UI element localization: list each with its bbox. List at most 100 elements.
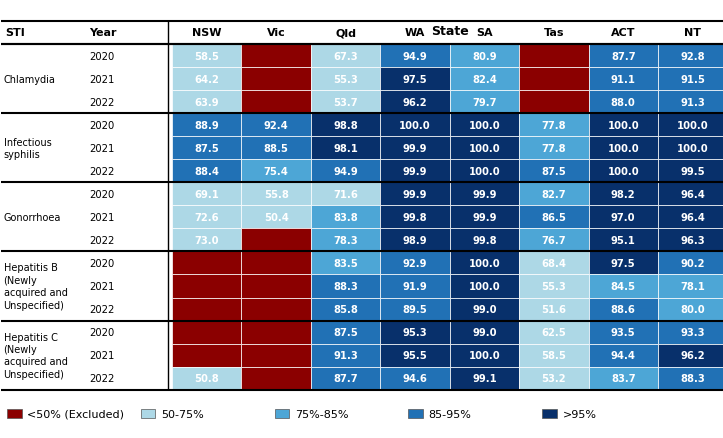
Bar (275, 410, 289, 418)
Bar (658, 252, 723, 275)
Bar (589, 91, 658, 114)
Bar (172, 183, 241, 206)
Bar (450, 344, 519, 367)
Bar (450, 45, 519, 68)
Text: 2021: 2021 (89, 350, 114, 360)
Bar (450, 183, 519, 206)
Text: 58.5: 58.5 (542, 350, 566, 360)
Text: ACT: ACT (611, 28, 636, 39)
Text: 92.8: 92.8 (680, 51, 705, 61)
Bar (311, 183, 380, 206)
Bar (450, 137, 519, 160)
Text: 79.7: 79.7 (472, 97, 497, 107)
Text: 85.8: 85.8 (333, 304, 358, 314)
Bar (380, 321, 450, 344)
Text: 100.0: 100.0 (469, 258, 500, 268)
Text: 99.1: 99.1 (472, 373, 497, 383)
Bar (408, 410, 423, 418)
Bar (380, 298, 450, 321)
Text: 99.0: 99.0 (472, 327, 497, 337)
Bar (450, 367, 519, 390)
Text: 64.2: 64.2 (194, 74, 219, 85)
Text: Gonorrhoea: Gonorrhoea (4, 212, 61, 223)
Text: 58.5: 58.5 (194, 51, 219, 61)
Bar (241, 183, 311, 206)
Text: 99.9: 99.9 (472, 189, 497, 199)
Bar (450, 160, 519, 183)
Text: NT: NT (684, 28, 701, 39)
Bar (380, 344, 450, 367)
Bar (589, 321, 658, 344)
Text: 100.0: 100.0 (607, 120, 639, 131)
Text: 98.8: 98.8 (333, 120, 358, 131)
Bar (380, 275, 450, 298)
Bar (172, 206, 241, 229)
Bar (519, 321, 589, 344)
Text: 50.4: 50.4 (264, 212, 288, 223)
Bar (589, 137, 658, 160)
Text: 91.1: 91.1 (611, 74, 636, 85)
Text: 2020: 2020 (89, 51, 114, 61)
Text: 78.1: 78.1 (680, 281, 705, 291)
Bar (589, 275, 658, 298)
Text: 95.5: 95.5 (403, 350, 427, 360)
Bar (589, 206, 658, 229)
Bar (589, 183, 658, 206)
Text: 67.3: 67.3 (333, 51, 358, 61)
Bar (589, 298, 658, 321)
Text: 71.6: 71.6 (333, 189, 358, 199)
Bar (311, 367, 380, 390)
Bar (172, 344, 241, 367)
Text: 77.8: 77.8 (542, 120, 566, 131)
Bar (241, 275, 311, 298)
Text: SA: SA (476, 28, 492, 39)
Text: 96.4: 96.4 (680, 212, 705, 223)
Text: 100.0: 100.0 (399, 120, 431, 131)
Text: 68.4: 68.4 (542, 258, 566, 268)
Text: 94.9: 94.9 (333, 166, 358, 177)
Bar (380, 367, 450, 390)
Bar (241, 367, 311, 390)
Text: 97.0: 97.0 (611, 212, 636, 223)
Text: 100.0: 100.0 (607, 166, 639, 177)
Bar (172, 45, 241, 68)
Bar (241, 91, 311, 114)
Bar (450, 298, 519, 321)
Bar (542, 410, 557, 418)
Bar (450, 321, 519, 344)
Bar (450, 206, 519, 229)
Text: STI: STI (5, 28, 25, 39)
Text: 55.3: 55.3 (542, 281, 566, 291)
Bar (519, 137, 589, 160)
Bar (519, 344, 589, 367)
Text: 99.9: 99.9 (403, 143, 427, 153)
Text: 88.4: 88.4 (194, 166, 219, 177)
Text: NSW: NSW (192, 28, 221, 39)
Bar (450, 91, 519, 114)
Text: 96.2: 96.2 (403, 97, 427, 107)
Bar (311, 68, 380, 91)
Bar (172, 275, 241, 298)
Bar (658, 91, 723, 114)
Text: 92.4: 92.4 (264, 120, 288, 131)
Text: 51.6: 51.6 (542, 304, 566, 314)
Text: 63.9: 63.9 (194, 97, 219, 107)
Text: Vic: Vic (267, 28, 286, 39)
Text: 2021: 2021 (89, 143, 114, 153)
Text: 100.0: 100.0 (607, 143, 639, 153)
Text: 2022: 2022 (89, 373, 114, 383)
Text: 2020: 2020 (89, 258, 114, 268)
Text: 55.8: 55.8 (264, 189, 288, 199)
Bar (241, 114, 311, 137)
Text: Tas: Tas (544, 28, 564, 39)
Bar (380, 160, 450, 183)
Text: 100.0: 100.0 (677, 143, 709, 153)
Text: 75%-85%: 75%-85% (295, 409, 348, 419)
Text: 88.5: 88.5 (264, 143, 288, 153)
Bar (380, 137, 450, 160)
Bar (380, 183, 450, 206)
Bar (589, 344, 658, 367)
Text: 62.5: 62.5 (542, 327, 566, 337)
Bar (172, 298, 241, 321)
Text: 2020: 2020 (89, 189, 114, 199)
